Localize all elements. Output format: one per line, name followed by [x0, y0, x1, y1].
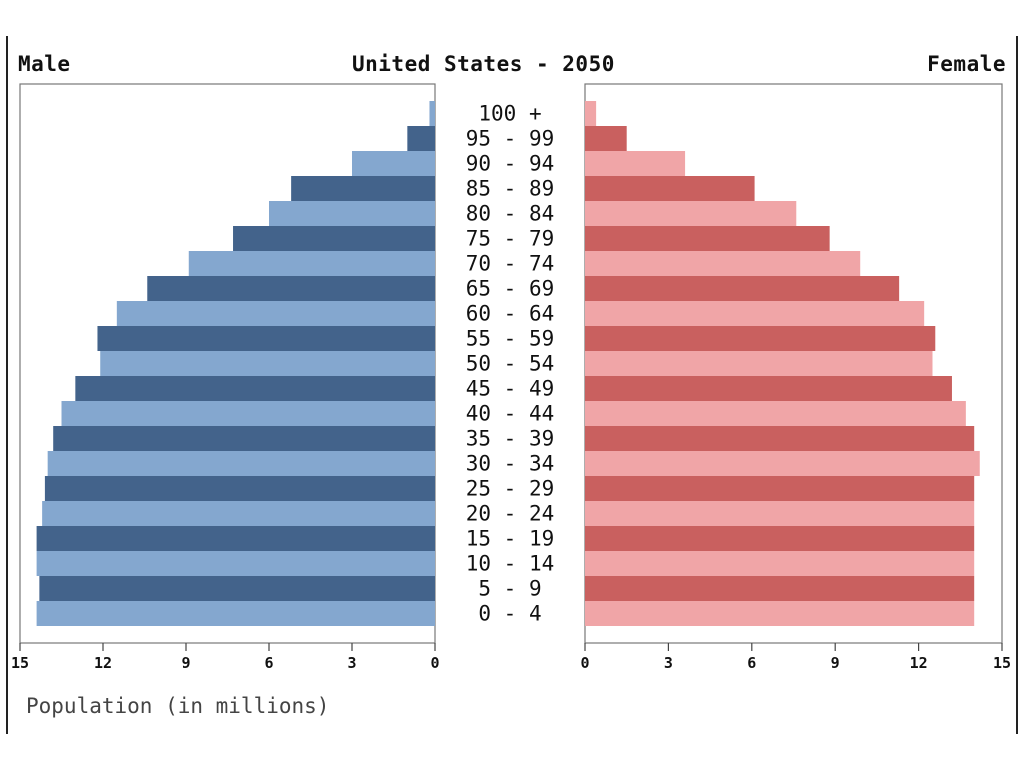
x-axis-label: Population (in millions) [26, 694, 329, 718]
chart-frame [6, 36, 1018, 734]
male-bar [39, 576, 435, 601]
female-tick-label: 9 [831, 654, 840, 672]
female-tick-label: 3 [664, 654, 673, 672]
male-bar [36, 601, 435, 626]
male-tick-label: 9 [181, 654, 190, 672]
female-header: Female [927, 52, 1006, 76]
female-bar [585, 301, 925, 326]
male-tick-label: 6 [264, 654, 273, 672]
age-group-label: 95 - 99 [466, 127, 555, 151]
age-group-label: 65 - 69 [466, 277, 555, 301]
male-bar [352, 151, 435, 176]
male-bar [61, 401, 435, 426]
male-bar [36, 551, 435, 576]
female-bar [585, 126, 627, 151]
female-tick-label: 0 [580, 654, 589, 672]
age-group-label: 40 - 44 [466, 402, 555, 426]
age-group-label: 55 - 59 [466, 327, 555, 351]
age-group-label: 0 - 4 [478, 602, 541, 626]
age-group-label: 15 - 19 [466, 527, 555, 551]
female-bar [585, 351, 933, 376]
female-bar [585, 501, 975, 526]
male-tick-label: 3 [347, 654, 356, 672]
age-group-label: 70 - 74 [466, 252, 555, 276]
male-header: Male [18, 52, 71, 76]
female-bar [585, 251, 861, 276]
age-group-label: 10 - 14 [466, 552, 555, 576]
age-group-label: 35 - 39 [466, 427, 555, 451]
female-bar [585, 276, 900, 301]
male-bar [75, 376, 435, 401]
male-bar [47, 451, 436, 476]
age-group-label: 25 - 29 [466, 477, 555, 501]
female-bar [585, 326, 936, 351]
male-tick-label: 0 [430, 654, 439, 672]
female-bar [585, 576, 975, 601]
age-group-label: 90 - 94 [466, 152, 555, 176]
age-group-label: 20 - 24 [466, 502, 555, 526]
female-bar [585, 551, 975, 576]
female-bar [585, 101, 597, 126]
male-bar [429, 101, 435, 126]
female-tick-label: 6 [747, 654, 756, 672]
female-bar [585, 376, 952, 401]
male-bar [53, 426, 435, 451]
female-bar [585, 526, 975, 551]
female-bar [585, 476, 975, 501]
female-tick-label: 12 [910, 654, 928, 672]
female-bar [585, 151, 686, 176]
male-bar [188, 251, 435, 276]
age-group-label: 100 + [478, 102, 541, 126]
female-bar [585, 426, 975, 451]
age-group-label: 60 - 64 [466, 302, 555, 326]
female-bar [585, 176, 755, 201]
male-bar [36, 526, 435, 551]
female-tick-label: 15 [993, 654, 1011, 672]
female-bar [585, 201, 797, 226]
male-bar [269, 201, 435, 226]
age-group-label: 45 - 49 [466, 377, 555, 401]
age-group-label: 5 - 9 [478, 577, 541, 601]
male-bar [116, 301, 435, 326]
age-group-label: 50 - 54 [466, 352, 555, 376]
age-group-label: 85 - 89 [466, 177, 555, 201]
male-bar [42, 501, 436, 526]
age-group-label: 30 - 34 [466, 452, 555, 476]
female-bar [585, 226, 830, 251]
female-bar [585, 451, 980, 476]
male-bar [233, 226, 435, 251]
male-bar [100, 351, 435, 376]
female-bar [585, 601, 975, 626]
female-bar [585, 401, 966, 426]
male-bar [407, 126, 435, 151]
male-bar [44, 476, 436, 501]
chart-title: United States - 2050 [352, 52, 615, 76]
male-bar [97, 326, 435, 351]
male-tick-label: 12 [94, 654, 112, 672]
male-bar [291, 176, 435, 201]
male-bar [147, 276, 435, 301]
age-group-label: 80 - 84 [466, 202, 555, 226]
age-group-label: 75 - 79 [466, 227, 555, 251]
male-tick-label: 15 [11, 654, 29, 672]
